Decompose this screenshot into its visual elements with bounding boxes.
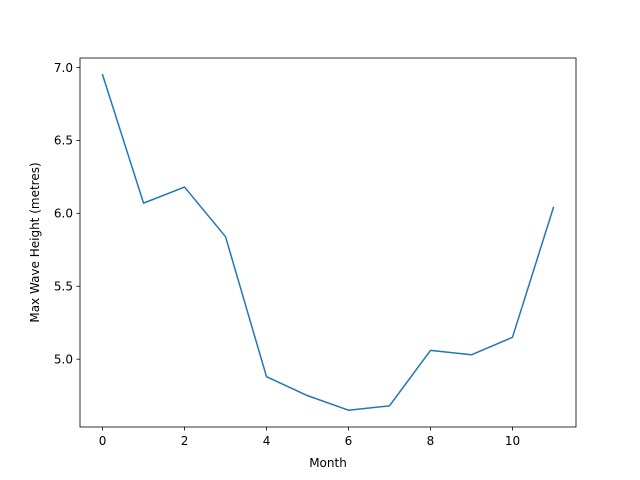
y-axis-label: Max Wave Height (metres) bbox=[28, 162, 42, 322]
x-tick-label: 8 bbox=[427, 434, 435, 448]
x-tick-label: 0 bbox=[99, 434, 107, 448]
x-axis-label: Month bbox=[309, 456, 347, 470]
series-layer bbox=[101, 73, 555, 411]
x-tick-label: 6 bbox=[345, 434, 353, 448]
x-tick-label: 4 bbox=[263, 434, 271, 448]
y-tick-label: 7.0 bbox=[54, 61, 73, 75]
y-tick-label: 6.5 bbox=[54, 134, 73, 148]
plot-area bbox=[80, 58, 576, 427]
series-line bbox=[101, 73, 555, 411]
x-axis-ticks: 0 2 4 6 8 10 bbox=[99, 427, 520, 448]
y-axis-ticks: 5.0 5.5 6.0 6.5 7.0 bbox=[54, 61, 80, 366]
x-tick-label: 10 bbox=[505, 434, 520, 448]
y-tick-label: 5.5 bbox=[54, 280, 73, 294]
y-tick-label: 5.0 bbox=[54, 352, 73, 366]
x-tick-label: 2 bbox=[181, 434, 189, 448]
plot-frame bbox=[79, 57, 577, 428]
y-tick-label: 6.0 bbox=[54, 207, 73, 221]
